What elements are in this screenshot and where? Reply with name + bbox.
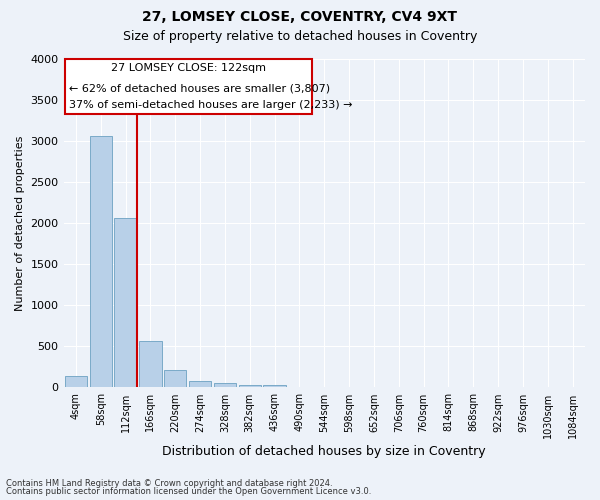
Bar: [65, 59, 312, 114]
Text: Contains public sector information licensed under the Open Government Licence v3: Contains public sector information licen…: [6, 487, 371, 496]
Bar: [139, 342, 161, 388]
Text: Size of property relative to detached houses in Coventry: Size of property relative to detached ho…: [123, 30, 477, 43]
Bar: [288, 386, 311, 388]
Bar: [89, 136, 112, 388]
Text: 37% of semi-detached houses are larger (2,233) →: 37% of semi-detached houses are larger (…: [68, 100, 352, 110]
Bar: [65, 376, 87, 388]
Bar: [214, 383, 236, 388]
X-axis label: Distribution of detached houses by size in Coventry: Distribution of detached houses by size …: [163, 444, 486, 458]
Bar: [164, 370, 187, 388]
Bar: [263, 386, 286, 388]
Text: 27, LOMSEY CLOSE, COVENTRY, CV4 9XT: 27, LOMSEY CLOSE, COVENTRY, CV4 9XT: [143, 10, 458, 24]
Bar: [189, 381, 211, 388]
Bar: [115, 218, 137, 388]
Text: Contains HM Land Registry data © Crown copyright and database right 2024.: Contains HM Land Registry data © Crown c…: [6, 478, 332, 488]
Bar: [239, 385, 261, 388]
Y-axis label: Number of detached properties: Number of detached properties: [15, 136, 25, 311]
Text: 27 LOMSEY CLOSE: 122sqm: 27 LOMSEY CLOSE: 122sqm: [111, 64, 266, 74]
Text: ← 62% of detached houses are smaller (3,807): ← 62% of detached houses are smaller (3,…: [68, 83, 329, 93]
